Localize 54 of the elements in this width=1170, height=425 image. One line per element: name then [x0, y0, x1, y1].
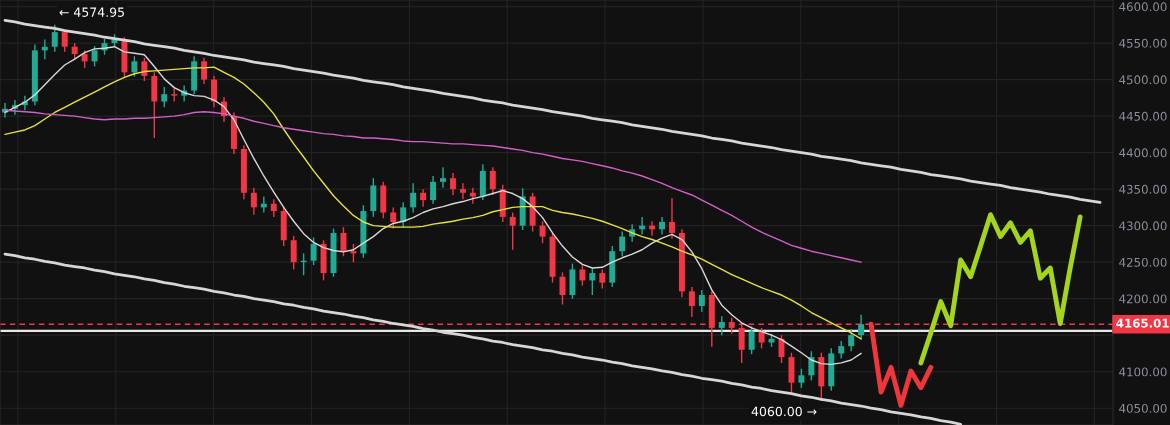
candlestick	[440, 166, 446, 189]
y-tick-label: 4100.00	[1119, 367, 1167, 377]
candlestick	[668, 197, 675, 240]
candlestick	[509, 211, 516, 251]
candlestick	[698, 289, 705, 313]
candlestick	[250, 186, 257, 216]
candlestick	[51, 24, 58, 53]
annotation: ← 4574.95	[59, 7, 124, 17]
y-tick-label: 4350.00	[1119, 184, 1167, 194]
candlestick	[808, 350, 815, 382]
candlestick	[390, 206, 397, 230]
candlestick	[430, 175, 437, 205]
candlestick	[748, 325, 755, 355]
candlestick	[619, 230, 626, 258]
candlestick	[400, 201, 407, 228]
candlestick	[161, 86, 168, 109]
candlestick	[91, 45, 98, 68]
annotation: 4060.00 →	[751, 406, 817, 417]
line-series	[3, 252, 963, 425]
y-tick-label: 4300.00	[1119, 221, 1167, 231]
candlestick	[449, 172, 456, 196]
y-tick-label: 4500.00	[1119, 75, 1167, 85]
y-tick-label: 4400.00	[1119, 148, 1167, 158]
y-tick-label: 4600.00	[1119, 2, 1167, 12]
candlestick	[420, 188, 427, 208]
ref-line-label: 4165.01	[1116, 318, 1169, 328]
candlestick	[290, 235, 297, 271]
candlestick	[589, 267, 596, 296]
candlestick	[848, 328, 855, 352]
candlestick	[718, 315, 725, 336]
y-tick-label: 4450.00	[1119, 111, 1167, 121]
candlestick	[131, 55, 138, 78]
candlestick	[310, 236, 317, 266]
candlestick	[141, 56, 148, 82]
candlestick	[579, 264, 586, 287]
candlestick	[459, 182, 466, 201]
candlestick	[858, 314, 865, 341]
candlestick	[410, 182, 417, 214]
y-tick-label: 4050.00	[1119, 403, 1167, 413]
y-tick-label: 4250.00	[1119, 257, 1167, 267]
candlestick	[798, 368, 805, 389]
line-series	[918, 212, 1083, 366]
candlestick	[201, 56, 208, 85]
candlestick	[489, 166, 496, 196]
candlestick	[599, 268, 606, 290]
y-tick-label: 4550.00	[1119, 38, 1167, 48]
line-series	[3, 19, 1102, 204]
y-tick-label: 4200.00	[1119, 294, 1167, 304]
candlestick	[688, 286, 695, 318]
candlestick	[539, 220, 546, 244]
candlestick	[559, 271, 566, 306]
candlestick	[350, 243, 357, 263]
candlestick	[340, 226, 347, 258]
candlestick	[211, 75, 218, 109]
